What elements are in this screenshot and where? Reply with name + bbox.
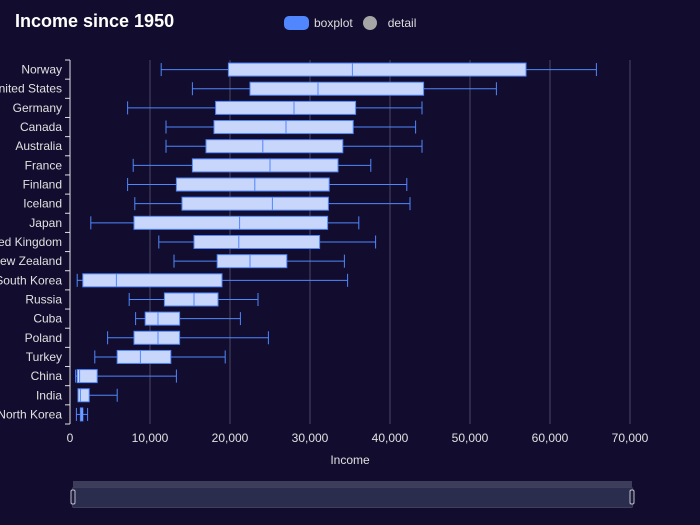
box-iqr [163, 292, 219, 307]
boxplot-item-new-zealand[interactable] [173, 254, 345, 269]
boxplot-series [75, 62, 597, 422]
box-iqr [191, 158, 339, 173]
boxplot-item-cuba[interactable] [135, 311, 241, 326]
boxplot-item-germany[interactable] [127, 100, 423, 115]
data-zoom-handle-right[interactable] [629, 489, 635, 505]
x-tick-label: 70,000 [612, 431, 649, 445]
y-category-label: Turkey [26, 350, 62, 364]
legend-detail-swatch [362, 16, 377, 30]
box-iqr [82, 273, 223, 288]
box-iqr [181, 196, 329, 211]
x-axis: 0 10,000 20,000 30,000 40,000 50,000 60,000 70,… [67, 431, 649, 445]
y-axis: Norway United States Germany Canada Australi… [0, 59, 71, 425]
boxplot-item-china[interactable] [75, 369, 177, 384]
y-category-label: Cuba [33, 312, 62, 326]
x-tick-label: 50,000 [452, 431, 489, 445]
boxplot-item-russia[interactable] [128, 292, 259, 307]
x-tick-label: 20,000 [212, 431, 249, 445]
y-category-label: Poland [25, 331, 62, 345]
y-category-label: Japan [29, 216, 62, 230]
legend[interactable]: boxplot detail [284, 14, 426, 32]
boxplot-item-australia[interactable] [165, 139, 423, 154]
boxplot-item-finland[interactable] [127, 177, 408, 192]
data-zoom-selected-range[interactable] [73, 488, 632, 507]
box-iqr [133, 330, 181, 345]
boxplot-item-japan[interactable] [90, 215, 360, 230]
boxplot-item-canada[interactable] [165, 120, 417, 135]
chart-title: Income since 1950 [15, 11, 175, 31]
box-iqr [133, 215, 329, 230]
y-category-label: France [25, 158, 63, 172]
x-tick-label: 0 [67, 431, 74, 445]
y-category-label: Australia [15, 139, 62, 153]
box-iqr [216, 254, 288, 269]
boxplot-item-norway[interactable] [160, 62, 597, 77]
y-category-label: New Zealand [0, 254, 62, 268]
legend-item-boxplot[interactable]: boxplot [284, 16, 353, 30]
x-axis-title: Income [330, 453, 370, 467]
y-category-label: China [31, 369, 63, 383]
box-iqr [193, 235, 321, 249]
y-category-label: India [36, 388, 62, 402]
boxplot-item-united-kingdom[interactable] [158, 235, 377, 249]
boxplot-item-iceland[interactable] [134, 196, 411, 211]
box-iqr [175, 177, 330, 192]
y-category-label: North Korea [0, 407, 62, 421]
x-tick-label: 40,000 [372, 431, 409, 445]
y-category-label: Germany [13, 101, 62, 115]
boxplot-item-india[interactable] [77, 388, 118, 403]
y-category-label: Norway [21, 63, 62, 77]
data-zoom-handle-left[interactable] [70, 489, 76, 505]
boxplot-item-france[interactable] [132, 158, 372, 173]
y-category-label: Finland [23, 178, 62, 192]
y-category-label: United States [0, 82, 62, 96]
y-category-label: South Korea [0, 273, 62, 287]
legend-item-detail[interactable]: detail [362, 16, 417, 30]
x-tick-label: 10,000 [132, 431, 169, 445]
boxplot-item-south-korea[interactable] [76, 273, 349, 288]
box-iqr [144, 311, 181, 326]
box-iqr [213, 120, 354, 135]
boxplot-item-united-states[interactable] [191, 81, 497, 96]
data-zoom-slider[interactable] [70, 481, 635, 508]
y-category-label: Russia [25, 292, 62, 306]
x-tick-label: 60,000 [532, 431, 569, 445]
box-iqr [215, 100, 357, 115]
box-iqr [116, 349, 172, 364]
legend-detail-label: detail [387, 16, 417, 30]
box-iqr [77, 388, 90, 403]
data-zoom-move-bar[interactable] [73, 481, 632, 487]
x-tick-label: 30,000 [292, 431, 329, 445]
boxplot-item-turkey[interactable] [94, 349, 226, 364]
legend-boxplot-swatch [284, 16, 309, 30]
box-iqr [76, 369, 98, 384]
y-category-label: United Kingdom [0, 235, 62, 249]
box-iqr [249, 81, 425, 96]
boxplot-item-north-korea[interactable] [75, 407, 89, 422]
legend-boxplot-label: boxplot [314, 16, 353, 30]
y-category-label: Iceland [23, 197, 62, 211]
y-category-label: Canada [20, 120, 62, 134]
box-iqr [205, 139, 344, 154]
box-iqr [227, 62, 527, 77]
boxplot-item-poland[interactable] [107, 330, 269, 345]
